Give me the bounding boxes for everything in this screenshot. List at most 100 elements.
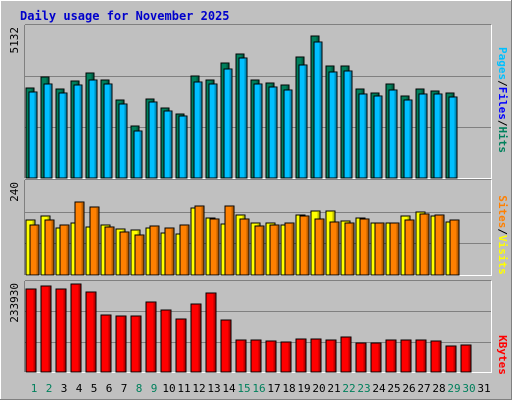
- y-max-label: 233930: [8, 283, 21, 323]
- bar-pages-day-9: [148, 101, 158, 179]
- bar-kbytes-day-22: [340, 336, 352, 373]
- bar-shade: [468, 346, 471, 372]
- bar-sites-day-19: [299, 215, 310, 276]
- day-label: 4: [76, 382, 83, 395]
- bar-shade: [321, 220, 324, 275]
- bar-shade: [453, 347, 456, 372]
- bar-pages-day-28: [433, 93, 443, 179]
- bar-pages-day-19: [298, 64, 308, 179]
- bar-kbytes-day-5: [85, 291, 97, 373]
- bar-shade: [456, 221, 459, 275]
- legend-entry: Pages: [496, 47, 509, 80]
- legend-entry: /: [496, 228, 509, 235]
- bar-shade: [381, 224, 384, 275]
- bar-pages-day-7: [118, 103, 128, 179]
- bar-pages-day-4: [73, 84, 83, 179]
- bar-shade: [348, 338, 351, 372]
- bar-pages-day-3: [58, 92, 68, 179]
- bar-pages-day-21: [328, 71, 338, 179]
- bar-shade: [229, 70, 232, 178]
- bar-pages-day-25: [388, 89, 398, 179]
- bar-kbytes-day-7: [115, 315, 127, 373]
- day-label: 11: [177, 382, 190, 395]
- bar-shade: [183, 320, 186, 372]
- bar-shade: [34, 93, 37, 178]
- day-label: 3: [61, 382, 68, 395]
- legend-entry: KBytes: [496, 335, 509, 375]
- bar-shade: [306, 217, 309, 275]
- bar-shade: [33, 290, 36, 372]
- bar-kbytes-day-20: [310, 338, 322, 373]
- bar-kbytes-day-29: [445, 345, 457, 373]
- bar-pages-day-2: [43, 83, 53, 179]
- bar-shade: [81, 203, 84, 275]
- bar-pages-day-8: [133, 130, 143, 179]
- bar-shade: [246, 220, 249, 275]
- day-label: 10: [162, 382, 175, 395]
- bar-sites-day-8: [134, 234, 145, 276]
- bar-sites-day-29: [449, 219, 460, 276]
- bar-sites-day-12: [194, 205, 205, 276]
- chart-title: Daily usage for November 2025: [20, 9, 230, 23]
- bar-pages-day-22: [343, 70, 353, 179]
- bar-shade: [291, 224, 294, 275]
- bar-shade: [79, 86, 82, 178]
- bar-shade: [408, 341, 411, 372]
- day-label: 18: [282, 382, 295, 395]
- bar-shade: [109, 85, 112, 178]
- bar-sites-day-28: [434, 214, 445, 276]
- bar-shade: [213, 294, 216, 372]
- bar-pages-day-17: [268, 86, 278, 179]
- day-label: 2: [46, 382, 53, 395]
- bar-kbytes-day-8: [130, 315, 142, 373]
- bar-shade: [216, 220, 219, 275]
- day-label: 8: [136, 382, 143, 395]
- day-label: 6: [106, 382, 113, 395]
- bar-shade: [36, 226, 39, 275]
- bar-shade: [49, 85, 52, 178]
- bar-kbytes-day-1: [25, 288, 37, 373]
- bar-shade: [379, 97, 382, 178]
- bar-shade: [336, 223, 339, 275]
- legend-entry: Files: [496, 87, 509, 120]
- bar-shade: [228, 321, 231, 372]
- bar-sites-day-17: [269, 224, 280, 276]
- bar-shade: [378, 344, 381, 372]
- bar-shade: [51, 221, 54, 275]
- bar-sites-day-25: [389, 222, 400, 276]
- bar-kbytes-day-16: [250, 339, 262, 373]
- bar-sites-day-14: [224, 205, 235, 276]
- bar-kbytes-day-19: [295, 338, 307, 373]
- bar-sites-day-9: [149, 225, 160, 276]
- day-label: 17: [267, 382, 280, 395]
- legend-panel1: Pages/Files/Hits: [496, 47, 509, 153]
- bar-shade: [349, 72, 352, 178]
- bar-sites-day-7: [119, 231, 130, 276]
- bar-kbytes-day-10: [160, 309, 172, 373]
- bar-kbytes-day-17: [265, 340, 277, 373]
- bar-kbytes-day-30: [460, 344, 472, 373]
- day-label: 24: [372, 382, 386, 395]
- bar-shade: [424, 95, 427, 178]
- bar-sites-day-10: [164, 227, 175, 276]
- bar-shade: [64, 94, 67, 178]
- bar-shade: [454, 98, 457, 178]
- bar-pages-day-16: [253, 83, 263, 179]
- bar-shade: [426, 215, 429, 275]
- bar-shade: [124, 105, 127, 178]
- day-label: 23: [357, 382, 370, 395]
- bar-pages-day-20: [313, 41, 323, 179]
- bar-pages-day-24: [373, 95, 383, 179]
- day-label: 21: [327, 382, 340, 395]
- bar-sites-day-26: [404, 219, 415, 276]
- bar-shade: [66, 226, 69, 275]
- bar-sites-day-6: [104, 226, 115, 276]
- legend-entry: Hits: [496, 127, 509, 154]
- day-label: 27: [417, 382, 430, 395]
- bar-pages-day-14: [223, 68, 233, 179]
- day-label: 7: [121, 382, 128, 395]
- bar-shade: [243, 341, 246, 372]
